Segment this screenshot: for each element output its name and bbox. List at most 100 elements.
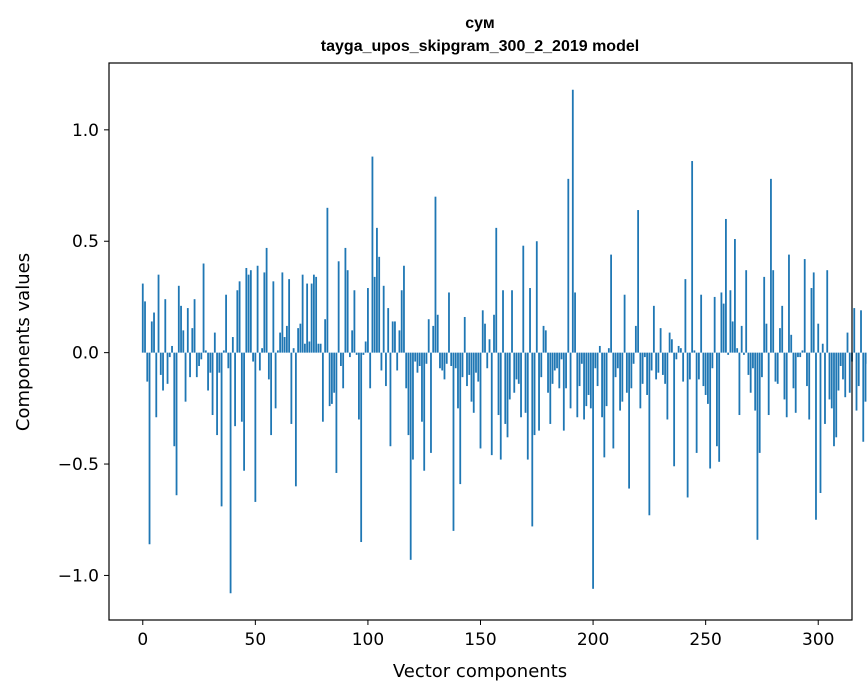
- bar: [452, 352, 455, 531]
- bar: [803, 259, 806, 353]
- bar: [542, 325, 545, 353]
- bar: [349, 352, 351, 358]
- bar: [551, 352, 554, 384]
- bar: [702, 352, 705, 387]
- bar: [493, 314, 495, 353]
- bar: [727, 352, 730, 355]
- bar: [860, 310, 862, 353]
- bar: [234, 352, 236, 427]
- bar: [468, 352, 471, 375]
- bar: [423, 352, 426, 471]
- bar: [754, 352, 757, 411]
- bar: [315, 276, 318, 353]
- bar: [630, 352, 633, 389]
- bar: [646, 352, 649, 395]
- bar: [193, 299, 196, 353]
- bar: [682, 352, 685, 382]
- bar: [256, 265, 259, 353]
- bar: [734, 239, 736, 353]
- bar: [659, 328, 662, 353]
- bar: [175, 352, 178, 496]
- bar: [544, 330, 547, 353]
- bar: [459, 352, 462, 485]
- bar: [688, 352, 691, 380]
- bar: [616, 352, 619, 369]
- bar: [623, 294, 626, 353]
- bar: [761, 352, 763, 378]
- bar: [506, 352, 509, 438]
- bar: [596, 352, 599, 387]
- bar: [790, 334, 793, 353]
- bar: [378, 256, 381, 353]
- bar: [382, 285, 385, 353]
- bar: [684, 279, 687, 353]
- bar: [677, 345, 680, 353]
- bar: [164, 299, 167, 353]
- bar: [598, 345, 601, 353]
- bar: [614, 352, 617, 378]
- bar: [535, 241, 538, 353]
- bar: [391, 321, 394, 353]
- bar: [770, 178, 772, 353]
- bar: [655, 352, 658, 380]
- bar: [213, 332, 216, 353]
- bar: [285, 325, 288, 353]
- bar: [641, 352, 644, 384]
- bar: [400, 290, 403, 353]
- bar: [835, 352, 838, 438]
- bar: [414, 352, 417, 362]
- bar: [159, 352, 162, 375]
- bar: [240, 352, 243, 422]
- bar: [189, 352, 191, 378]
- bar: [752, 352, 754, 369]
- bar: [376, 227, 378, 353]
- bar: [461, 352, 464, 378]
- bar: [166, 352, 169, 384]
- bar: [819, 352, 822, 493]
- bar: [299, 323, 302, 353]
- bar: [360, 352, 363, 543]
- bar: [691, 161, 694, 353]
- bar: [209, 352, 212, 373]
- bar: [583, 352, 585, 420]
- bar: [607, 348, 610, 353]
- bar: [589, 352, 592, 409]
- bar: [853, 308, 856, 353]
- bar: [335, 352, 338, 473]
- bar: [567, 178, 570, 353]
- bar: [619, 352, 621, 411]
- bar: [477, 352, 480, 382]
- bar: [648, 352, 651, 516]
- bar: [222, 350, 225, 353]
- bar: [639, 352, 642, 409]
- bar: [279, 332, 282, 353]
- bar: [317, 343, 320, 353]
- bar: [585, 352, 588, 407]
- bar: [592, 352, 594, 589]
- bar: [362, 352, 365, 355]
- bar: [146, 352, 149, 382]
- bar: [531, 352, 534, 527]
- bar: [815, 352, 817, 520]
- chart-subtitle: tayga_upos_skipgram_300_2_2019 model: [321, 38, 639, 55]
- bar: [574, 292, 576, 353]
- bar: [571, 89, 574, 353]
- bar: [628, 352, 630, 489]
- bar: [670, 339, 673, 353]
- bar: [855, 352, 858, 411]
- bar: [157, 274, 160, 353]
- bar: [441, 352, 444, 371]
- bar: [425, 352, 428, 364]
- bar: [736, 348, 739, 353]
- bar: [490, 352, 493, 456]
- bar: [162, 352, 164, 391]
- bar: [173, 352, 176, 447]
- bar: [409, 352, 412, 560]
- bar: [821, 343, 824, 353]
- bar: [394, 321, 396, 353]
- bar: [418, 352, 421, 367]
- bar: [297, 328, 300, 353]
- bar: [344, 247, 347, 353]
- bar: [198, 352, 200, 367]
- bar: [387, 308, 390, 353]
